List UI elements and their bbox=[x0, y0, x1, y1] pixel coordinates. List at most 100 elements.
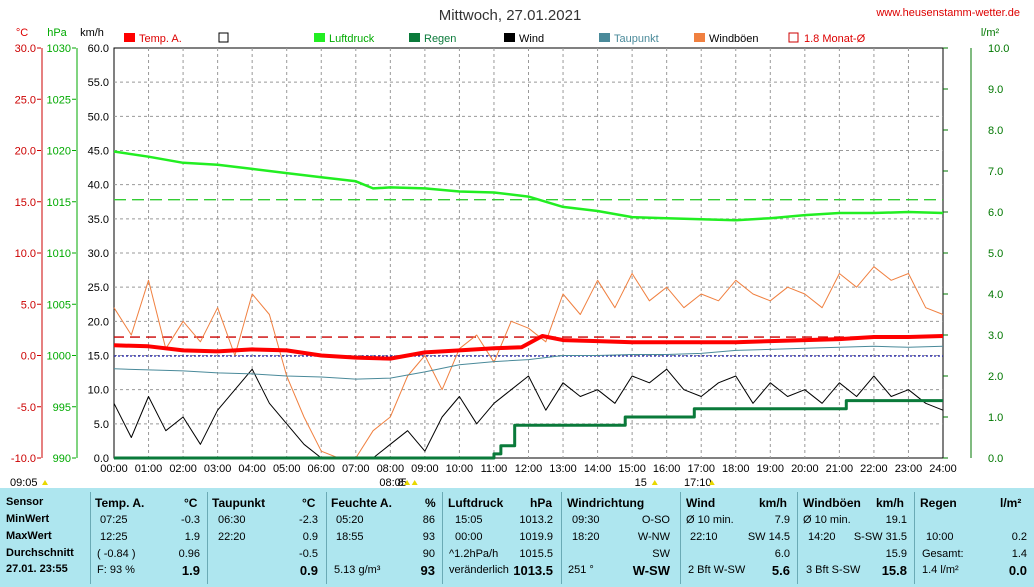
x-tick-label: 23:00 bbox=[895, 463, 923, 475]
unit-temp: °C bbox=[16, 27, 28, 39]
press-avg: 1015.5 bbox=[519, 548, 553, 560]
hum-max-time: 18:55 bbox=[336, 531, 364, 543]
press-cur-l: veränderlich bbox=[449, 564, 509, 576]
kmh-tick-label: 45.0 bbox=[88, 146, 109, 158]
unit-kmh: km/h bbox=[80, 27, 104, 39]
gust-max: S-SW 31.5 bbox=[853, 531, 907, 543]
legend-swatch bbox=[504, 33, 515, 42]
row-label-current: 27.01. 23:55 bbox=[6, 563, 68, 575]
rain-max-time: 10:00 bbox=[926, 531, 954, 543]
temp-max: 1.9 bbox=[184, 531, 200, 543]
axes: 00:00 01:00 02:00 03:00 04:00 05:00 06:00 07:00… bbox=[11, 43, 1010, 475]
x-tick-label: 14:00 bbox=[584, 463, 612, 475]
event-marker bbox=[42, 480, 48, 485]
legend-label: Regen bbox=[424, 33, 456, 45]
temp-head: Temp. A. bbox=[95, 496, 145, 510]
hum-head: Feuchte A. bbox=[331, 496, 392, 510]
x-tick-label: 03:00 bbox=[204, 463, 232, 475]
x-tick-label: 20:00 bbox=[791, 463, 819, 475]
x-tick-label: 00:00 bbox=[100, 463, 128, 475]
rain-tick-label: 7.0 bbox=[988, 166, 1003, 178]
temp-cur-l: F: 93 % bbox=[97, 564, 135, 576]
row-label-sensor: Sensor bbox=[6, 496, 44, 508]
dir-min: O-SO bbox=[641, 514, 670, 526]
legend-label: Luftdruck bbox=[329, 33, 375, 45]
rain-tick-label: 2.0 bbox=[988, 371, 1003, 383]
temp-avg: 0.96 bbox=[178, 548, 200, 560]
gust-unit: km/h bbox=[876, 496, 905, 510]
event-marker bbox=[651, 480, 658, 485]
legend-swatch bbox=[599, 33, 610, 42]
wind-head: Wind bbox=[686, 496, 716, 510]
dir-max-time: 18:20 bbox=[572, 531, 600, 543]
dew-max: 0.9 bbox=[302, 531, 318, 543]
x-tick-label: 21:00 bbox=[826, 463, 854, 475]
temp-unit: °C bbox=[184, 496, 198, 510]
legend: Temp. A. Luftdruck Regen Wind Taupunkt Windbö… bbox=[124, 32, 866, 45]
dew-head: Taupunkt bbox=[212, 496, 266, 510]
rain-tick-label: 6.0 bbox=[988, 207, 1003, 219]
hum-cur-l: 5.13 g/m³ bbox=[334, 564, 381, 576]
dir-avg: SW bbox=[652, 548, 670, 560]
gust-cur: 15.8 bbox=[881, 563, 907, 578]
wind-max: SW 14.5 bbox=[747, 531, 790, 543]
hpa-tick-label: 1030 bbox=[47, 43, 71, 55]
x-tick-label: 01:00 bbox=[135, 463, 163, 475]
hpa-tick-label: 1000 bbox=[47, 351, 71, 363]
rain-avg-l: Gesamt: bbox=[922, 548, 964, 560]
row-label-min: MinWert bbox=[6, 513, 50, 525]
press-avg-l: ^1.2hPa/h bbox=[449, 548, 499, 560]
wind-min: 7.9 bbox=[774, 514, 790, 526]
below-axis-marks: 09:05 08:058 15 17:10 bbox=[10, 477, 715, 488]
x-tick-label: 17:00 bbox=[687, 463, 715, 475]
x-tick-label: 10:00 bbox=[446, 463, 474, 475]
temp-tick-label: 20.0 bbox=[15, 146, 36, 158]
hum-unit: % bbox=[425, 496, 436, 510]
x-tick-label: 13:00 bbox=[549, 463, 577, 475]
press-unit: hPa bbox=[530, 496, 553, 510]
press-head: Luftdruck bbox=[448, 496, 504, 510]
rain-tick-label: 1.0 bbox=[988, 412, 1003, 424]
kmh-tick-label: 5.0 bbox=[94, 419, 109, 431]
temp-tick-label: 15.0 bbox=[15, 197, 36, 209]
event-marker bbox=[411, 480, 418, 485]
kmh-tick-label: 35.0 bbox=[88, 214, 109, 226]
grid bbox=[114, 48, 943, 458]
row-label-max: MaxWert bbox=[6, 530, 52, 542]
event-marker bbox=[708, 480, 715, 485]
series-lines bbox=[113, 150, 944, 460]
wind-avg: 6.0 bbox=[774, 548, 790, 560]
kmh-tick-label: 30.0 bbox=[88, 248, 109, 260]
kmh-tick-label: 55.0 bbox=[88, 77, 109, 89]
legend-swatch bbox=[788, 32, 799, 43]
x-tick-label: 24:00 bbox=[929, 463, 957, 475]
temp-tick-label: 10.0 bbox=[15, 248, 36, 260]
event-label: 17:10 bbox=[684, 477, 712, 488]
kmh-tick-label: 60.0 bbox=[88, 43, 109, 55]
kmh-tick-label: 25.0 bbox=[88, 282, 109, 294]
event-marker bbox=[404, 480, 411, 485]
legend-label: Windböen bbox=[709, 33, 759, 45]
website-link[interactable]: www.heusenstamm-wetter.de bbox=[875, 7, 1020, 19]
hum-avg: 90 bbox=[422, 548, 435, 560]
wind-cur: 5.6 bbox=[771, 563, 790, 578]
x-tick-label: 22:00 bbox=[860, 463, 888, 475]
dir-cur: W-SW bbox=[632, 563, 670, 578]
legend-swatch bbox=[694, 33, 705, 42]
temp-min: -0.3 bbox=[181, 514, 200, 526]
dir-cur-l: 251 ° bbox=[568, 564, 594, 576]
hum-min: 86 bbox=[422, 514, 435, 526]
x-tick-label: 02:00 bbox=[169, 463, 197, 475]
x-tick-label: 11:00 bbox=[481, 463, 508, 475]
temp-tick-label: -10.0 bbox=[11, 453, 36, 465]
kmh-tick-label: 40.0 bbox=[88, 180, 109, 192]
hpa-tick-label: 1025 bbox=[47, 94, 71, 106]
legend-swatch bbox=[314, 33, 325, 42]
series-windb-en bbox=[113, 266, 944, 459]
rain-cur: 0.0 bbox=[1008, 563, 1027, 578]
series-temp-a bbox=[113, 334, 944, 361]
wind-max-time: 22:10 bbox=[690, 531, 718, 543]
gust-max-time: 14:20 bbox=[808, 531, 836, 543]
x-tick-label: 08:00 bbox=[377, 463, 405, 475]
stats-table: Sensor MinWert MaxWert Durchschnitt 27.0… bbox=[0, 488, 1034, 587]
